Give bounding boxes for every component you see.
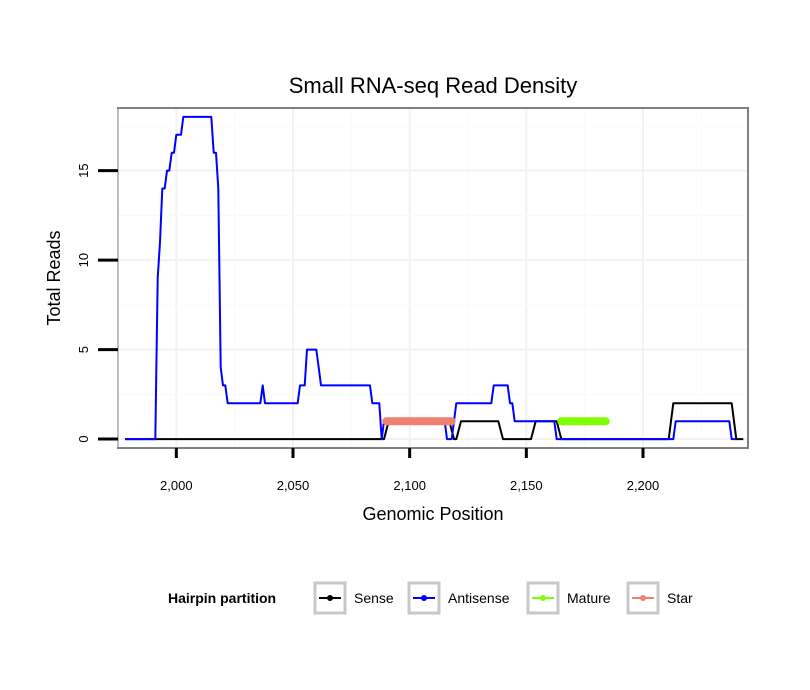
x-axis-label: Genomic Position [362, 504, 503, 524]
legend-dot-antisense [421, 595, 427, 601]
x-tick-label: 2,000 [160, 478, 193, 493]
legend-label-sense: Sense [354, 590, 394, 606]
legend-item-sense: Sense [313, 581, 394, 615]
legend-item-antisense: Antisense [407, 581, 510, 615]
y-tick-label: 10 [76, 253, 91, 267]
y-tick-label: 5 [76, 346, 91, 353]
legend-label-mature: Mature [567, 590, 611, 606]
legend-title: Hairpin partition [168, 590, 276, 606]
legend-dot-star [640, 595, 646, 601]
series-line-antisense [125, 115, 737, 441]
x-tick-label: 2,200 [627, 478, 660, 493]
chart-title: Small RNA-seq Read Density [289, 73, 578, 98]
x-tick-label: 2,050 [277, 478, 310, 493]
x-tick-label: 2,150 [510, 478, 543, 493]
series-layer [125, 115, 744, 441]
legend-item-mature: Mature [526, 581, 611, 615]
legend-item-star: Star [626, 581, 693, 615]
y-tick-label: 15 [76, 163, 91, 177]
y-axis-label: Total Reads [44, 230, 64, 325]
x-tick-label: 2,100 [393, 478, 426, 493]
legend: Hairpin partition Sense Antisense Mature… [168, 581, 693, 615]
legend-label-star: Star [667, 590, 693, 606]
plot-panel [117, 107, 749, 449]
legend-dot-sense [327, 595, 333, 601]
axes: 2,000 2,050 2,100 2,150 2,200 0 5 10 15 [76, 163, 659, 493]
legend-label-antisense: Antisense [448, 590, 510, 606]
legend-dot-mature [540, 595, 546, 601]
y-tick-label: 0 [76, 435, 91, 442]
